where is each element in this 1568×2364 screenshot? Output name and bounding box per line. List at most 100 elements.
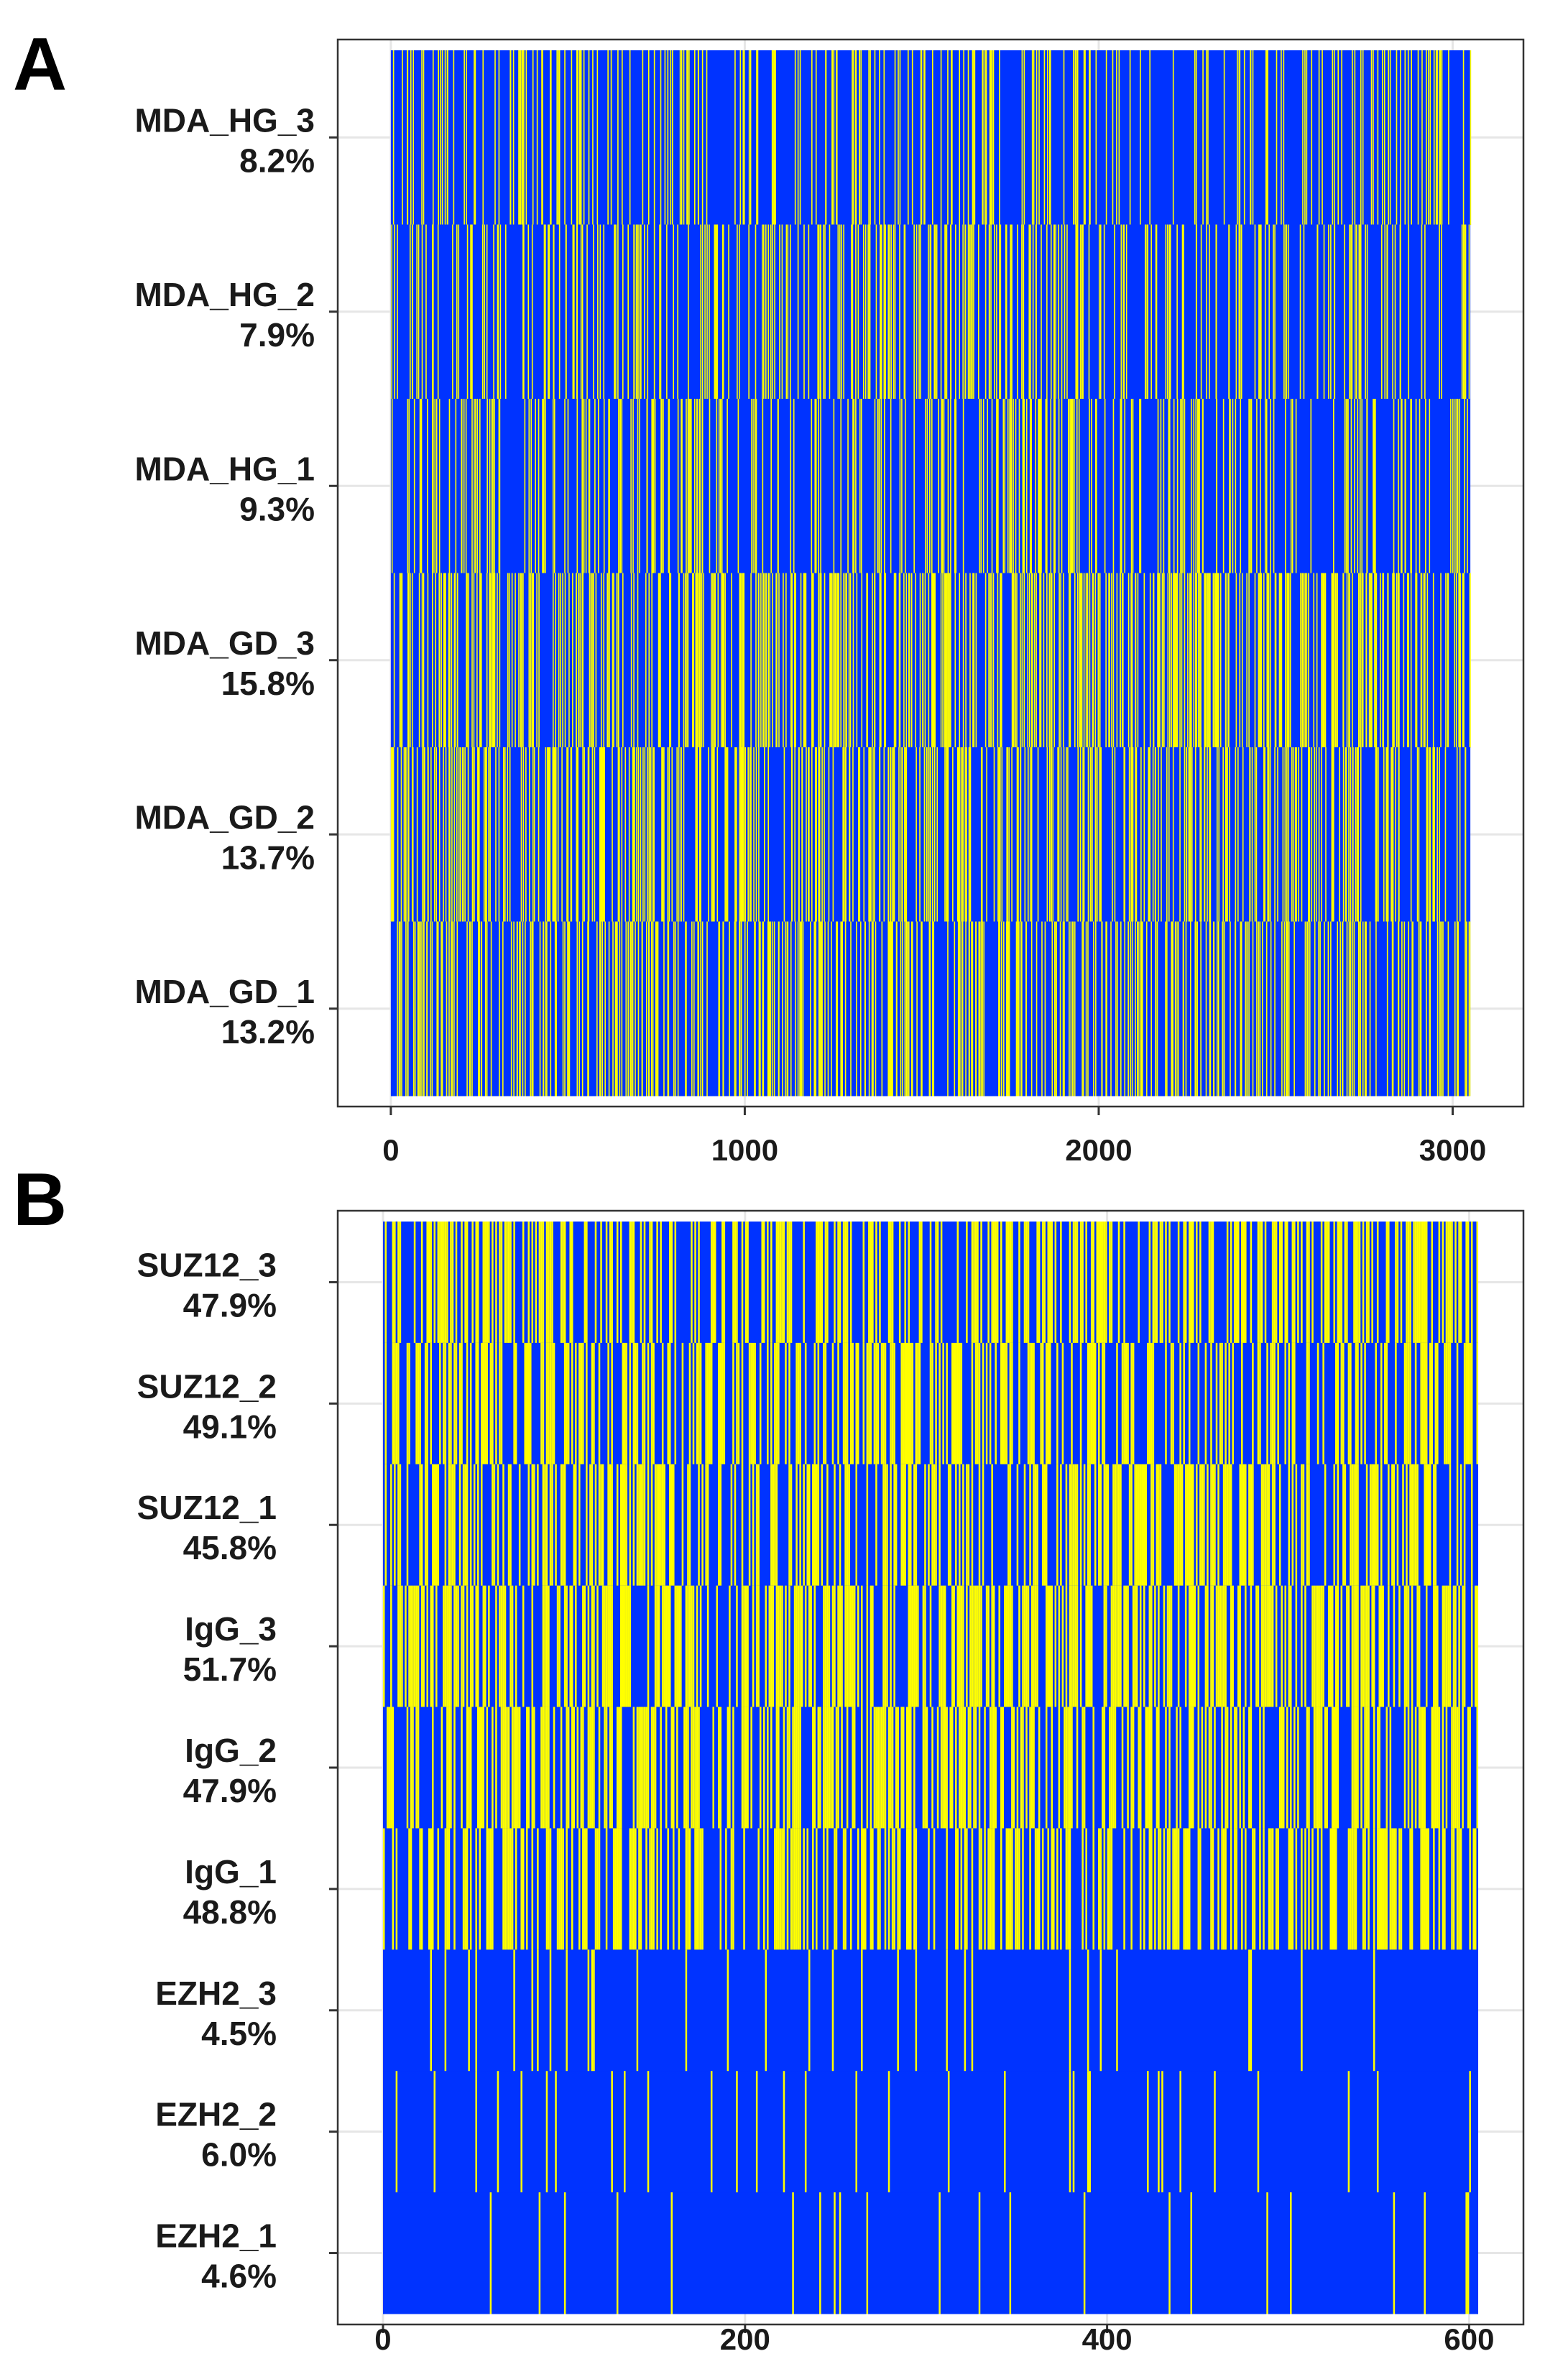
heatmap-cell-present (654, 1585, 657, 1708)
heatmap-cell-present (810, 921, 811, 1096)
heatmap-cell-present (1387, 747, 1389, 922)
heatmap-cell-present (980, 921, 982, 1096)
heatmap-cell-present (935, 1464, 937, 1587)
heatmap-cell-present (1442, 1222, 1444, 1344)
heatmap-cell-present (420, 1464, 423, 1587)
heatmap-cell-present (474, 747, 475, 922)
heatmap-cell-present (1165, 224, 1167, 400)
heatmap-cell-present (1313, 1707, 1316, 1829)
heatmap-cell-present (794, 747, 795, 922)
heatmap-cell-present (456, 573, 458, 748)
heatmap-cell-present (943, 399, 945, 573)
heatmap-cell-present (1396, 1222, 1399, 1344)
heatmap-cell-present (624, 1464, 626, 1587)
heatmap-cell-present (1347, 1585, 1350, 1708)
panel-a-heatmap: MDA_HG_38.2%MDA_HG_27.9%MDA_HG_19.3%MDA_… (134, 38, 1525, 1167)
heatmap-cell-present (1324, 1707, 1327, 1829)
heatmap-cell-present (839, 1222, 841, 1344)
heatmap-cell-present (531, 1585, 534, 1708)
heatmap-cell-present (1324, 573, 1327, 748)
heatmap-cell-present (530, 921, 532, 1096)
heatmap-cell-present (581, 921, 584, 1096)
heatmap-cell-present (439, 1222, 441, 1344)
heatmap-cell-present (981, 747, 983, 922)
heatmap-cell-present (1351, 224, 1353, 400)
heatmap-cell-present (782, 921, 783, 1096)
heatmap-cell-present (1392, 224, 1393, 400)
heatmap-cell-present (1067, 1828, 1069, 1950)
heatmap-cell-present (1452, 1828, 1455, 1950)
heatmap-cell-present (1041, 1342, 1044, 1465)
heatmap-cell-present (426, 921, 428, 1096)
heatmap-cell-present (872, 573, 873, 748)
heatmap-cell-present (1197, 1828, 1200, 1950)
heatmap-cell-present (1246, 573, 1248, 748)
heatmap-cell-present (473, 573, 475, 748)
heatmap-cell-present (1333, 399, 1334, 573)
heatmap-cell-present (1212, 1222, 1214, 1344)
heatmap-cell-present (1406, 1222, 1408, 1344)
heatmap-cell-present (1165, 1222, 1167, 1344)
heatmap-cell-present (1286, 573, 1288, 748)
heatmap-cell-present (1424, 1342, 1426, 1465)
heatmap-cell-present (985, 1585, 988, 1708)
heatmap-cell-present (861, 573, 863, 748)
heatmap-cell-present (775, 1585, 778, 1708)
heatmap-cell-present (737, 399, 739, 573)
heatmap-cell-present (1439, 224, 1440, 400)
heatmap-cell-present (1301, 1585, 1303, 1708)
heatmap-cell-present (1248, 1949, 1250, 2072)
heatmap-cell-present (803, 1222, 805, 1344)
heatmap-cell-present (400, 747, 402, 922)
heatmap-cell-present (1179, 2071, 1181, 2193)
heatmap-cell-present (736, 2071, 738, 2193)
heatmap-cell-present (904, 1222, 906, 1344)
heatmap-cell-present (922, 1707, 925, 1829)
heatmap-cell-present (1337, 1342, 1339, 1465)
heatmap-cell-present (1172, 1342, 1174, 1465)
heatmap-cell-present (1375, 399, 1376, 573)
heatmap-cell-present (1295, 1464, 1298, 1587)
heatmap-cell-present (1369, 1464, 1372, 1587)
heatmap-cell-present (448, 1707, 451, 1829)
heatmap-cell-present (1114, 224, 1115, 400)
heatmap-cell-present (1426, 50, 1427, 225)
heatmap-cell-present (1011, 1828, 1013, 1950)
heatmap-cell-present (902, 921, 903, 1096)
heatmap-cell-present (1324, 1222, 1327, 1344)
heatmap-cell-present (1076, 224, 1079, 400)
heatmap-cell-present (997, 573, 999, 748)
heatmap-cell-present (1069, 573, 1071, 748)
heatmap-cell-present (808, 747, 809, 922)
heatmap-cell-present (1061, 1585, 1064, 1708)
heatmap-cell-present (770, 1342, 773, 1465)
heatmap-cell-present (795, 1707, 798, 1829)
heatmap-cell-present (414, 921, 416, 1096)
heatmap-cell-present (900, 1707, 903, 1829)
heatmap-cell-present (1161, 747, 1162, 922)
heatmap-cell-present (1087, 747, 1089, 922)
heatmap-cell-present (996, 224, 997, 400)
heatmap-cell-present (947, 1464, 950, 1587)
heatmap-cell-present (908, 921, 910, 1096)
heatmap-cell-present (837, 1342, 839, 1465)
heatmap-cell-present (571, 1342, 573, 1465)
heatmap-cell-present (495, 1585, 497, 1708)
heatmap-cell-present (1029, 1828, 1031, 1950)
heatmap-cell-present (698, 1707, 700, 1829)
heatmap-cell-present (1049, 747, 1051, 922)
heatmap-cell-present (751, 399, 753, 573)
heatmap-cell-present (974, 50, 976, 225)
heatmap-cell-present (786, 921, 788, 1096)
heatmap-cell-present (1092, 747, 1093, 922)
heatmap-cell-present (1152, 747, 1154, 922)
heatmap-cell-present (401, 573, 403, 748)
heatmap-cell-present (1350, 399, 1352, 573)
heatmap-cell-present (1458, 1222, 1460, 1344)
heatmap-cell-present (531, 573, 533, 748)
heatmap-cell-present (910, 921, 913, 1096)
heatmap-cell-present (1159, 1222, 1162, 1344)
heatmap-cell-present (632, 921, 634, 1096)
heatmap-cell-present (956, 1585, 959, 1708)
heatmap-cell-present (755, 224, 757, 400)
